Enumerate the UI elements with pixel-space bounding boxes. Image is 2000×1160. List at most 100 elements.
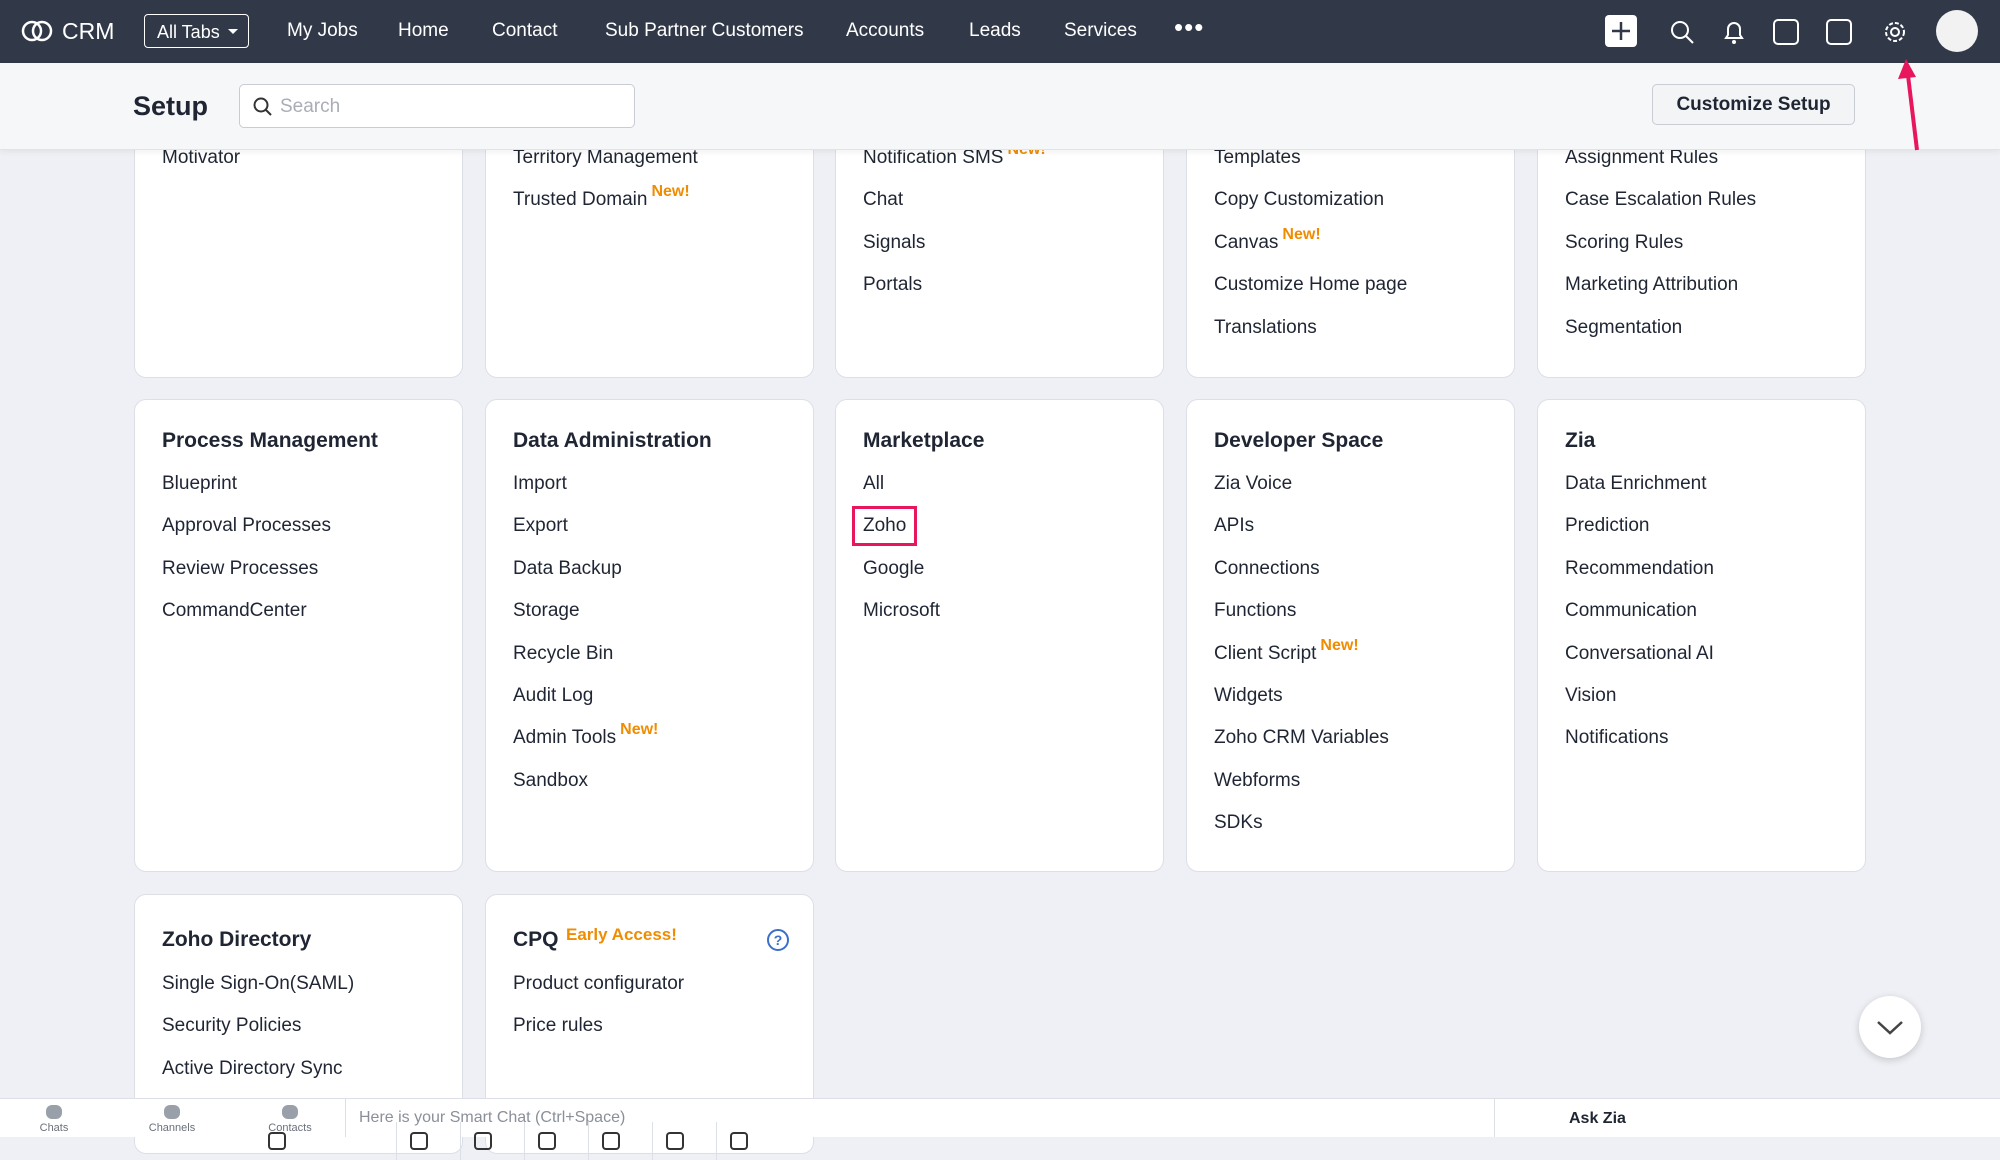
setup-link[interactable]: Prediction xyxy=(1565,515,1650,537)
nav-tab[interactable]: Leads xyxy=(969,20,1021,41)
nav-tab[interactable]: Contact xyxy=(492,20,558,41)
settings-icon[interactable] xyxy=(1881,18,1909,46)
setup-link[interactable]: Canvas New! xyxy=(1214,226,1321,254)
setup-link[interactable]: Active Directory Sync xyxy=(162,1058,343,1080)
setup-link[interactable]: Notifications xyxy=(1565,727,1669,749)
customize-setup-button[interactable]: Customize Setup xyxy=(1652,84,1855,125)
setup-link[interactable]: Signals xyxy=(863,232,925,254)
setup-link[interactable]: Price rules xyxy=(513,1015,603,1037)
marketplace-icon[interactable] xyxy=(1826,19,1852,45)
setup-link[interactable]: Conversational AI xyxy=(1565,643,1714,665)
setup-link[interactable]: Webforms xyxy=(1214,770,1300,792)
setup-link[interactable]: Microsoft xyxy=(863,600,940,622)
setup-link[interactable]: Segmentation xyxy=(1565,317,1682,339)
tool-icon[interactable] xyxy=(474,1132,492,1150)
logo-text[interactable]: CRM xyxy=(62,18,115,44)
setup-link-text: Import xyxy=(513,473,567,494)
setup-link[interactable]: Copy Customization xyxy=(1214,189,1384,211)
setup-link[interactable]: Notification SMSNew! xyxy=(863,141,1046,169)
tool-icon[interactable] xyxy=(538,1132,556,1150)
help-icon[interactable]: ? xyxy=(767,929,789,951)
bottom-tab-label[interactable]: Contacts xyxy=(250,1122,748,1160)
tool-icon[interactable] xyxy=(410,1132,428,1150)
setup-link[interactable]: Chat xyxy=(863,189,903,211)
bottom-tab-label[interactable]: Chats xyxy=(39,1122,69,1134)
setup-link[interactable]: Recommendation xyxy=(1565,558,1714,580)
setup-link[interactable]: Audit Log xyxy=(513,685,593,707)
setup-link[interactable]: Zoho xyxy=(851,506,918,547)
setup-link[interactable]: Data Enrichment xyxy=(1565,473,1707,495)
setup-link[interactable]: Google xyxy=(863,558,924,580)
setup-link[interactable]: Security Policies xyxy=(162,1015,301,1037)
ask-zia[interactable]: Ask Zia xyxy=(1569,1110,1626,1127)
scroll-down-button[interactable] xyxy=(1859,996,1921,1058)
tool-icon[interactable] xyxy=(666,1132,684,1150)
setup-link[interactable]: Portals xyxy=(863,274,922,296)
tool-icon[interactable] xyxy=(602,1132,620,1150)
setup-link[interactable]: Recycle Bin xyxy=(513,643,613,665)
setup-link[interactable]: Widgets xyxy=(1214,685,1283,707)
setup-link[interactable]: Export xyxy=(513,515,568,537)
setup-link[interactable]: Zoho CRM Variables xyxy=(1214,727,1389,749)
setup-link[interactable]: Marketing Attribution xyxy=(1565,274,1738,296)
setup-link[interactable]: Import xyxy=(513,473,567,495)
setup-link[interactable]: Vision xyxy=(1565,685,1616,707)
nav-tab[interactable]: Services xyxy=(1064,20,1137,41)
setup-link[interactable]: Scoring Rules xyxy=(1565,232,1683,254)
setup-link[interactable]: Motivator xyxy=(162,147,240,169)
setup-link[interactable]: Product configurator xyxy=(513,973,684,995)
setup-link[interactable]: Data Backup xyxy=(513,558,622,580)
setup-link-text: Chat xyxy=(863,189,904,211)
setup-link[interactable]: Approval Processes xyxy=(162,515,331,537)
setup-link[interactable]: All xyxy=(863,473,884,495)
bottom-tab-label[interactable]: Channels xyxy=(148,1122,196,1134)
bottom-tab-icon[interactable] xyxy=(164,1105,180,1119)
setup-link[interactable]: Case Escalation Rules xyxy=(1565,189,1756,211)
nav-tab[interactable]: Sub Partner Customers xyxy=(605,20,804,41)
smart-chat-input[interactable]: Here is your Smart Chat (Ctrl+Space) xyxy=(359,1109,626,1126)
setup-link[interactable]: Connections xyxy=(1214,558,1320,580)
setup-link[interactable]: SDKs xyxy=(1214,812,1263,834)
calendar-icon[interactable] xyxy=(1773,19,1799,45)
bottom-tab-icon[interactable] xyxy=(46,1105,62,1119)
more-tabs[interactable]: ••• xyxy=(1174,12,1205,42)
setup-link[interactable]: Territory Management xyxy=(513,147,698,169)
bottom-tab-icon[interactable] xyxy=(282,1105,298,1119)
setup-link[interactable]: Storage xyxy=(513,600,580,622)
setup-link[interactable]: Templates xyxy=(1214,147,1301,169)
setup-link[interactable]: Trusted Domain New! xyxy=(513,183,690,211)
nav-tab[interactable]: Home xyxy=(398,20,449,41)
search-box-icon xyxy=(253,97,272,116)
card-title-text: Developer Space xyxy=(1214,429,1384,452)
setup-link[interactable]: Functions xyxy=(1214,600,1296,622)
setup-link-text: Trusted Domain xyxy=(513,189,648,211)
all-tabs-button[interactable]: All Tabs xyxy=(144,14,249,48)
setup-link[interactable]: Zia Voice xyxy=(1214,473,1292,495)
nav-tab[interactable]: Accounts xyxy=(846,20,925,41)
top-nav: CRM All Tabs ••• My Jobs Home Contact Sub P… xyxy=(0,0,2000,63)
setup-link[interactable]: APIs xyxy=(1214,515,1254,537)
setup-link[interactable]: Customize Home page xyxy=(1214,274,1407,296)
search-icon[interactable] xyxy=(1669,19,1695,45)
setup-link-text: Data Backup xyxy=(513,557,622,579)
setup-link[interactable]: Communication xyxy=(1565,600,1697,622)
tool-icon[interactable] xyxy=(268,1132,286,1150)
setup-link[interactable]: Client Script New! xyxy=(1214,637,1359,665)
tool-divider xyxy=(652,1122,653,1160)
setup-link-text: Zoho xyxy=(863,515,907,537)
setup-link[interactable]: Assignment Rules xyxy=(1565,147,1718,169)
setup-link[interactable]: Review Processes xyxy=(162,558,318,580)
setup-link[interactable]: Sandbox xyxy=(513,770,588,792)
create-button[interactable] xyxy=(1605,15,1637,47)
setup-link[interactable]: Blueprint xyxy=(162,473,237,495)
setup-link-text: APIs xyxy=(1214,515,1255,537)
bell-icon[interactable] xyxy=(1721,18,1747,46)
avatar[interactable] xyxy=(1936,10,1978,52)
tool-icon[interactable] xyxy=(730,1132,748,1150)
setup-link[interactable]: Single Sign-On(SAML) xyxy=(162,973,354,995)
search-box[interactable]: Search xyxy=(239,84,635,128)
setup-link[interactable]: Translations xyxy=(1214,317,1317,339)
setup-link[interactable]: Admin Tools New! xyxy=(513,721,658,749)
nav-tab[interactable]: My Jobs xyxy=(287,20,358,41)
setup-link[interactable]: CommandCenter xyxy=(162,600,307,622)
